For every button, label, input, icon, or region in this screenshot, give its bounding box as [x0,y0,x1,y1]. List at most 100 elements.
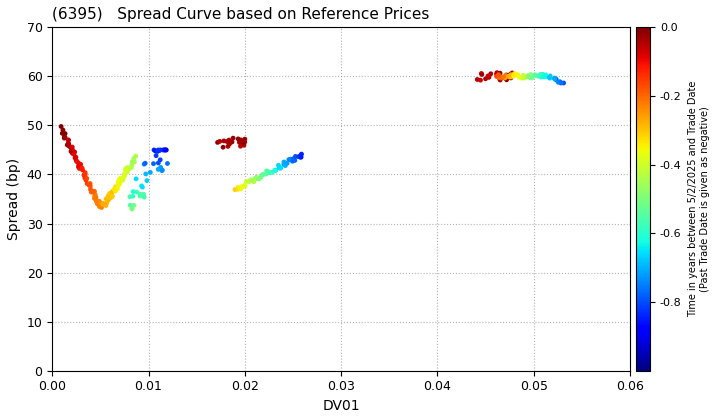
Point [245,176,256,183]
Point [114,178,126,185]
Point [157,147,168,153]
Point [237,184,248,190]
Point [100,195,112,202]
Point [153,147,165,154]
Point [266,169,278,176]
Point [503,73,515,80]
Point [61,142,73,148]
Point [127,158,138,165]
Point [540,71,552,78]
Point [238,142,250,149]
Point [494,70,505,76]
Point [100,202,112,209]
Point [243,178,255,185]
Point [118,171,130,178]
Point [79,171,91,178]
Point [120,166,132,173]
Point [119,172,130,179]
Point [75,161,86,168]
Point [504,74,516,80]
Point [483,74,495,81]
Point [84,181,96,188]
Point [249,175,261,182]
Point [549,75,560,81]
Point [232,186,243,193]
Point [485,71,497,77]
Point [534,71,546,78]
Point [244,178,256,185]
Point [512,72,523,79]
Point [529,71,541,78]
Point [57,130,68,136]
Point [105,194,117,201]
Point [91,201,103,207]
Point [549,76,560,82]
Point [106,194,117,200]
X-axis label: DV01: DV01 [323,399,360,413]
Point [155,147,166,153]
Point [126,205,138,212]
Point [239,183,251,189]
Point [97,200,109,207]
Point [505,71,516,78]
Y-axis label: Time in years between 5/2/2025 and Trade Date
(Past Trade Date is given as negat: Time in years between 5/2/2025 and Trade… [688,81,710,317]
Point [63,143,75,150]
Point [239,139,251,145]
Point [148,160,159,167]
Point [251,175,263,182]
Point [158,147,170,153]
Point [80,177,91,184]
Point [63,136,74,143]
Point [67,149,78,155]
Point [506,70,518,76]
Point [91,197,102,204]
Point [221,138,233,145]
Point [137,184,148,191]
Point [128,158,140,165]
Point [505,71,517,78]
Point [273,162,284,168]
Point [153,147,164,153]
Point [73,160,84,166]
Point [256,171,268,178]
Point [295,154,307,160]
Point [63,137,74,144]
Point [126,205,138,212]
Point [505,72,516,79]
Point [92,199,104,206]
Point [71,157,82,164]
Point [120,165,132,172]
Point [256,173,267,180]
Point [228,135,239,142]
Point [127,188,139,195]
Point [251,174,262,181]
Point [539,74,550,80]
Point [58,135,70,142]
Point [79,171,91,178]
Point [503,73,515,80]
Point [138,191,149,198]
Point [125,193,136,200]
Point [269,167,281,174]
Point [516,75,527,81]
Point [552,79,564,86]
Point [263,168,274,175]
Point [505,72,516,79]
Point [65,144,76,150]
Point [536,74,547,81]
Point [296,151,307,158]
Point [501,76,513,83]
Point [57,126,68,133]
Point [240,178,252,185]
Point [69,149,81,155]
Point [289,153,301,160]
Point [537,71,549,78]
Point [253,176,265,182]
Point [106,189,117,196]
Point [71,158,83,165]
Point [217,144,229,151]
Point [156,167,168,173]
Point [235,138,246,144]
Point [89,193,101,199]
Point [491,71,503,78]
